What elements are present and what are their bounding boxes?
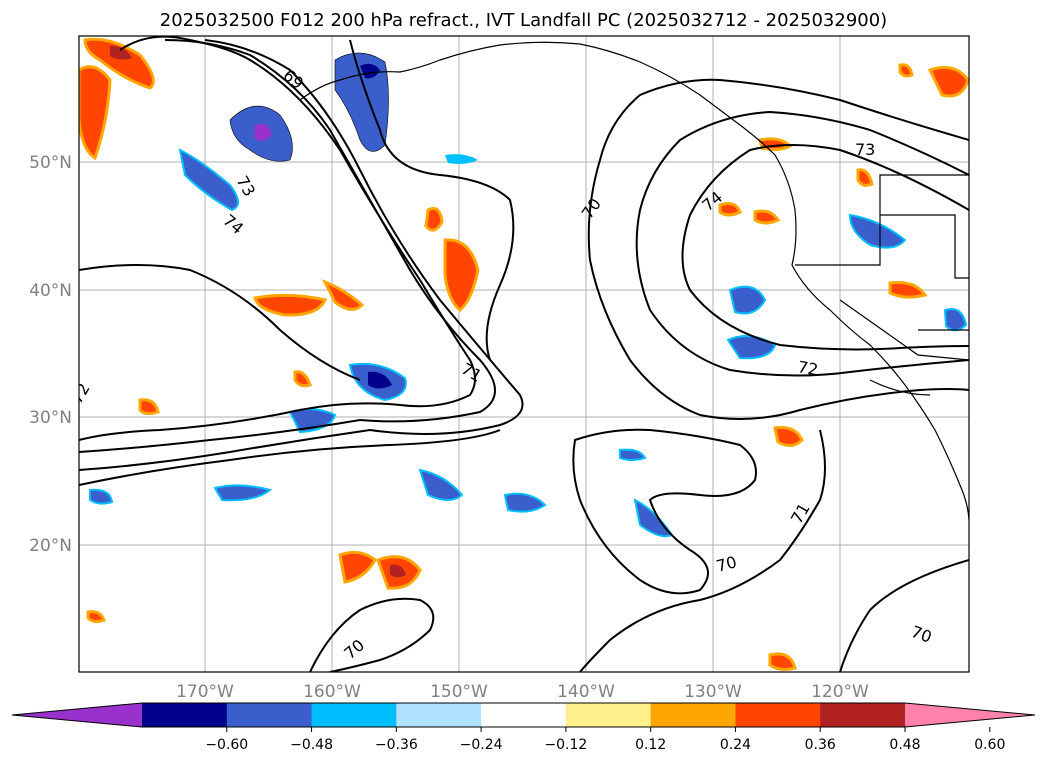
lon-label: 120°W (811, 682, 869, 702)
colorbar-cell (565, 703, 652, 727)
map-title: 2025032500 F012 200 hPa refract., IVT La… (159, 10, 888, 31)
colorbar-outline (11, 702, 1036, 728)
gridlines (79, 36, 969, 672)
colorbar-cell (820, 703, 906, 727)
colorbar-tick-label: 0.24 (720, 737, 751, 753)
colorbar-cell (226, 703, 313, 727)
colorbar-tick-label: −0.24 (460, 737, 503, 753)
colorbar-tick-label: −0.36 (375, 737, 418, 753)
lon-label: 140°W (557, 682, 615, 702)
longitude-labels: 170°W 160°W 150°W 140°W 130°W 120°W (176, 682, 869, 702)
colorbar-cell (396, 703, 482, 727)
colorbar-cell (735, 703, 821, 727)
lat-label: 30°N (29, 408, 72, 428)
colorbar-tick-label: 0.36 (805, 737, 836, 753)
lon-label: 160°W (303, 682, 361, 702)
contour-label: 73 (855, 140, 875, 159)
contour-labels: 69 73 74 74 70 73 70 71 72 72 71 70 70 (79, 66, 934, 664)
lon-label: 130°W (684, 682, 742, 702)
map-frame (78, 35, 970, 673)
lon-label: 150°W (430, 682, 488, 702)
colorbar-tick-label: 0.48 (889, 737, 920, 753)
colorbar-cell (905, 703, 1035, 727)
colorbar-tick-label: −0.60 (205, 737, 248, 753)
colorbar-cell (142, 703, 228, 727)
lat-label: 20°N (29, 536, 72, 556)
colorbar-cell (311, 703, 397, 727)
colorbar: −0.60 −0.48 −0.36 −0.24 −0.12 0.12 0.24 0.36 0.4… (11, 702, 1036, 753)
latitude-labels: 50°N 40°N 30°N 20°N (29, 153, 72, 556)
colorbar-tick-label: 0.60 (974, 737, 1005, 753)
lat-label: 50°N (29, 153, 72, 173)
colorbar-tick-label: 0.12 (635, 737, 666, 753)
refractivity-fill (79, 37, 969, 671)
contour-lines (79, 36, 969, 672)
colorbar-tick-label: −0.48 (290, 737, 333, 753)
contour-label: 70 (714, 552, 739, 576)
map-background (79, 36, 969, 672)
lat-label: 40°N (29, 281, 72, 301)
colorbar-cell (650, 703, 736, 727)
colorbar-cell (12, 703, 142, 727)
contour-label: 72 (796, 357, 819, 379)
lon-label: 170°W (176, 682, 234, 702)
colorbar-tick-label: −0.12 (544, 737, 587, 753)
colorbar-cell (481, 703, 567, 727)
